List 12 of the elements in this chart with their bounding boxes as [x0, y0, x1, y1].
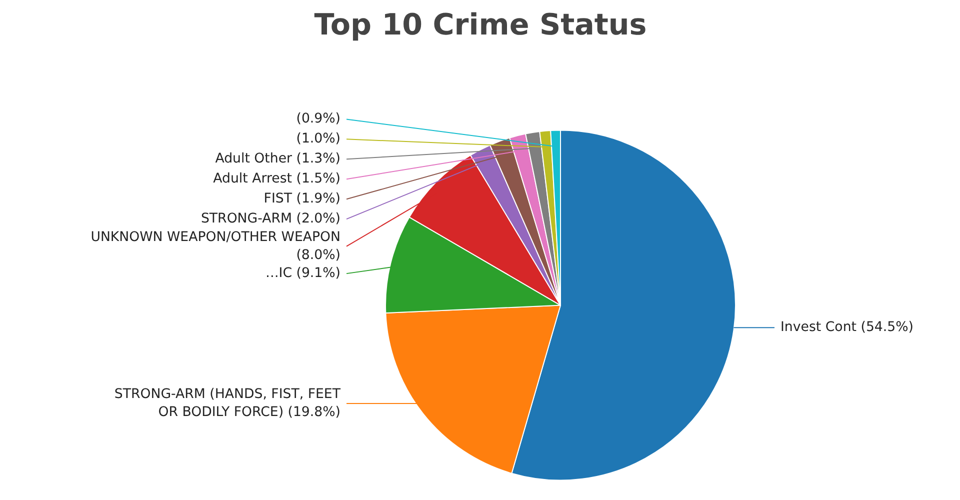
data-label: (0.9%) — [296, 112, 341, 127]
slice-label: UNKNOWN WEAPON/OTHER WEAPON — [90, 230, 341, 245]
data-label: (1.0%) — [296, 132, 341, 147]
slice-label: FIST (1.9%) — [264, 192, 341, 207]
slice-label: …IC (9.1%) — [265, 266, 340, 282]
data-label: (8.0%) — [296, 248, 341, 263]
slice-label: STRONG-ARM (HANDS, FIST, FEET OR BODILY FORCE) (19.8%) — [114, 386, 342, 420]
slice-label: Invest Cont (54.5%) — [780, 320, 914, 336]
chart-title: Top 10 Crime Status — [314, 8, 647, 42]
slice-label: Adult Arrest (1.5%) — [213, 172, 341, 187]
slice-label: STRONG-ARM (2.0%) — [200, 212, 341, 227]
slice-label: Adult Other (1.3%) — [215, 152, 340, 167]
